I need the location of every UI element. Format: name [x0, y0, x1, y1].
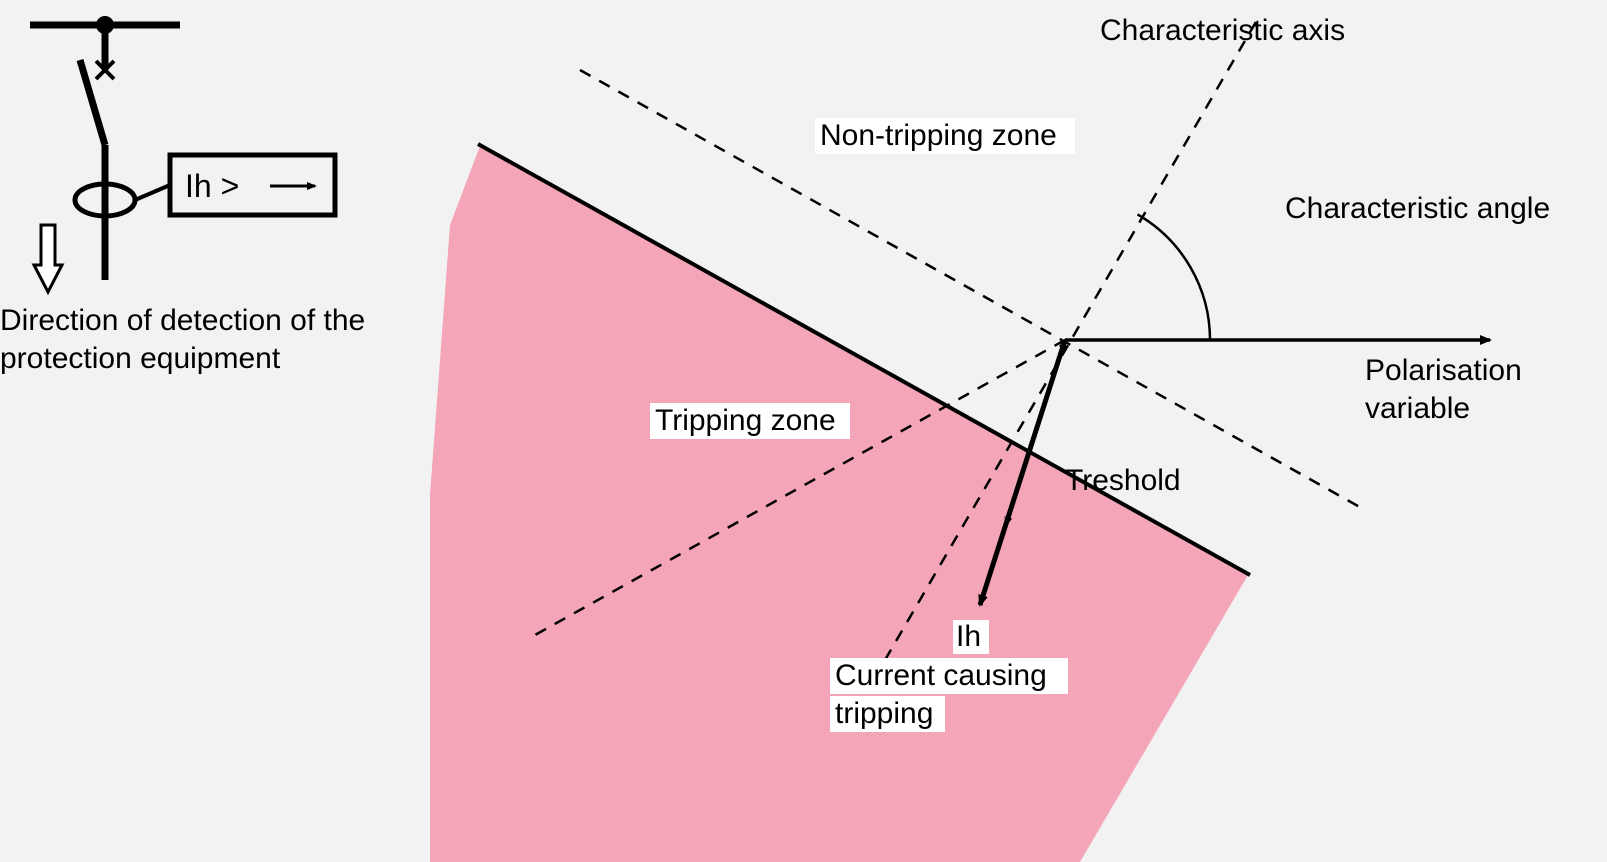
svg-text:tripping: tripping: [835, 697, 933, 730]
polarisation-label-1: Polarisation: [1365, 354, 1522, 387]
svg-text:Current causing: Current causing: [835, 659, 1047, 692]
tripping-zone-label: Tripping zone: [650, 403, 850, 439]
polarisation-label-2: variable: [1365, 392, 1470, 425]
svg-text:Tripping zone: Tripping zone: [655, 404, 836, 437]
direction-caption-1: Direction of detection of the: [0, 304, 365, 337]
svg-text:Ih: Ih: [956, 620, 981, 653]
direction-caption-2: protection equipment: [0, 342, 281, 375]
svg-text:Ih >: Ih >: [185, 168, 239, 204]
characteristic-angle-label: Characteristic angle: [1285, 192, 1550, 225]
svg-text:Non-tripping zone: Non-tripping zone: [820, 119, 1057, 152]
threshold-label: Treshold: [1065, 464, 1181, 497]
characteristic-axis-label: Characteristic axis: [1100, 14, 1345, 47]
non-tripping-zone-label: Non-tripping zone: [815, 118, 1075, 154]
